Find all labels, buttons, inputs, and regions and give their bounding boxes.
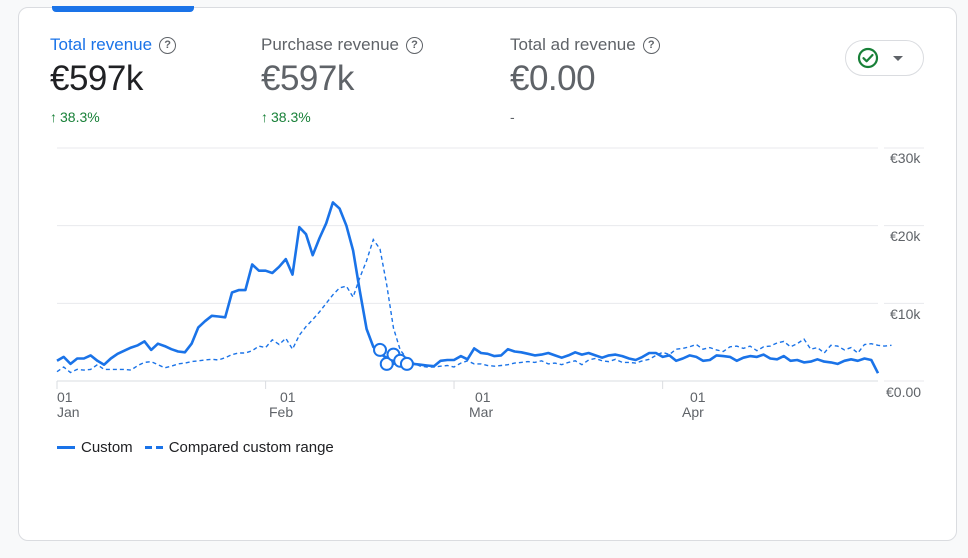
data-quality-dropdown[interactable] <box>845 40 924 76</box>
caret-down-icon <box>893 55 903 61</box>
metric-change: ↑ 38.3% <box>261 109 311 125</box>
metric-label: Total ad revenue <box>510 35 636 54</box>
x-tick-label: 01 Feb <box>269 389 296 420</box>
solid-line-swatch <box>57 446 75 449</box>
x-tick-label: 01 Jan <box>57 389 80 420</box>
metric-label: Total revenue <box>50 35 153 54</box>
y-tick-label: €20k <box>890 228 921 244</box>
chart-gridlines <box>57 147 924 382</box>
y-tick-label: €30k <box>890 150 921 166</box>
metric-change: - <box>510 109 515 125</box>
y-tick-label: €0.00 <box>886 384 922 400</box>
help-icon[interactable]: ? <box>159 36 177 54</box>
metric-purchase-revenue[interactable]: Purchase revenue ? €597k ↑ 38.3% <box>261 35 423 125</box>
revenue-card <box>18 7 957 541</box>
arrow-up-icon: ↑ <box>50 109 57 125</box>
anomaly-markers[interactable] <box>373 342 414 371</box>
help-icon[interactable]: ? <box>642 36 660 54</box>
y-tick-label: €10k <box>890 306 921 322</box>
metric-change: ↑ 38.3% <box>50 109 100 125</box>
help-icon[interactable]: ? <box>405 36 423 54</box>
x-axis-ticks <box>56 381 664 389</box>
x-tick-label: 01 Mar <box>469 389 494 420</box>
legend-item-compared[interactable]: Compared custom range <box>144 439 334 456</box>
anomaly-marker[interactable] <box>373 342 388 357</box>
metric-total-ad-revenue[interactable]: Total ad revenue ? €0.00 - <box>510 35 660 125</box>
anomaly-marker[interactable] <box>379 356 394 371</box>
anomaly-marker[interactable] <box>399 356 414 371</box>
metric-total-revenue[interactable]: Total revenue ? €597k ↑ 38.3% <box>50 35 177 125</box>
legend-item-custom[interactable]: Custom <box>57 439 133 456</box>
x-tick-label: 01 Apr <box>682 389 706 420</box>
arrow-up-icon: ↑ <box>261 109 268 125</box>
metric-value: €597k <box>261 59 354 98</box>
dashed-line-swatch <box>144 446 163 449</box>
check-circle-icon <box>857 47 879 69</box>
metric-value: €0.00 <box>510 59 596 98</box>
custom-series-line <box>56 201 880 374</box>
compared-series-line <box>56 238 892 374</box>
metric-value: €597k <box>50 59 143 98</box>
chart-legend: Custom Compared custom range <box>57 439 340 456</box>
active-tab-indicator <box>52 6 194 12</box>
metric-label: Purchase revenue <box>261 35 399 54</box>
